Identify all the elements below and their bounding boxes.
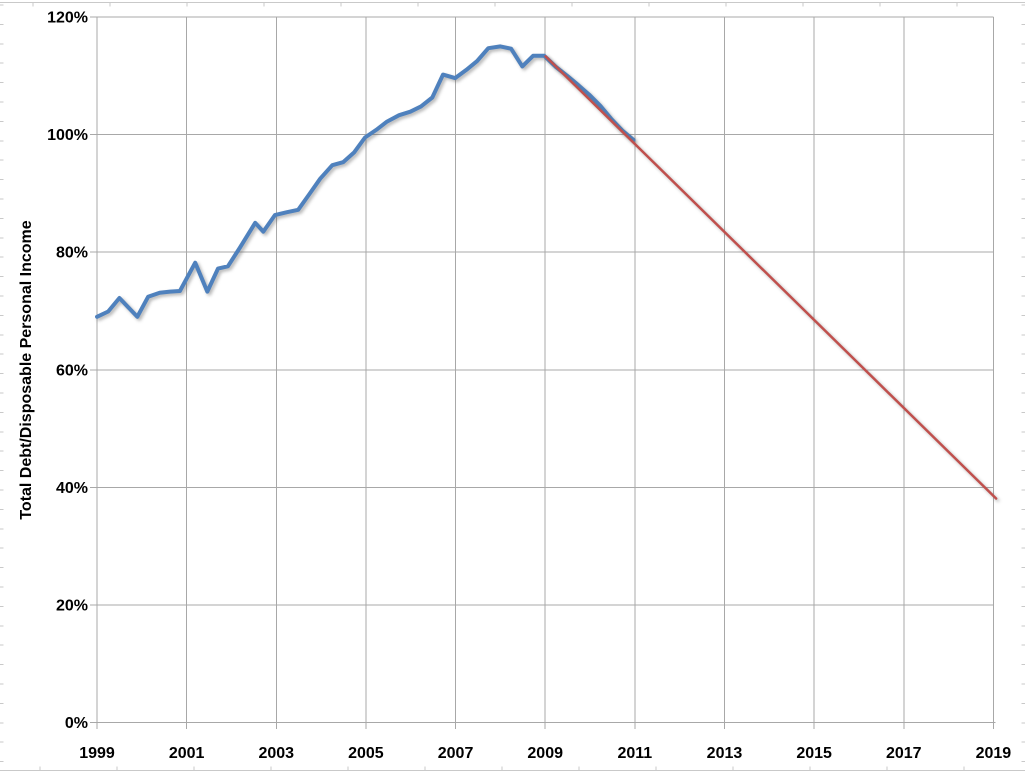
x-tick-label: 2001 [169,745,205,762]
x-tick-label: 2007 [438,745,474,762]
y-tick-label: 80% [56,245,88,262]
actual-series-line [95,44,636,319]
y-tick-label: 120% [47,10,88,27]
y-tick-label: 100% [47,127,88,144]
y-tick-label: 0% [65,715,88,732]
x-tick-label: 2017 [886,745,922,762]
x-tick-label: 2015 [796,745,832,762]
y-tick-label: 40% [56,480,88,497]
x-tick-label: 2019 [976,745,1012,762]
x-tick-label: 2013 [707,745,743,762]
trend-projection-line [544,55,998,500]
x-tick-label: 2009 [527,745,563,762]
x-tick-label: 2003 [258,745,294,762]
x-tick-label: 2005 [348,745,384,762]
x-tick-label: 2011 [617,745,652,762]
x-tick-label: 1999 [79,745,115,762]
y-axis-title: Total Debt/Disposable Personal Income [18,220,35,520]
y-tick-label: 20% [56,597,88,614]
y-tick-label: 60% [56,362,88,379]
